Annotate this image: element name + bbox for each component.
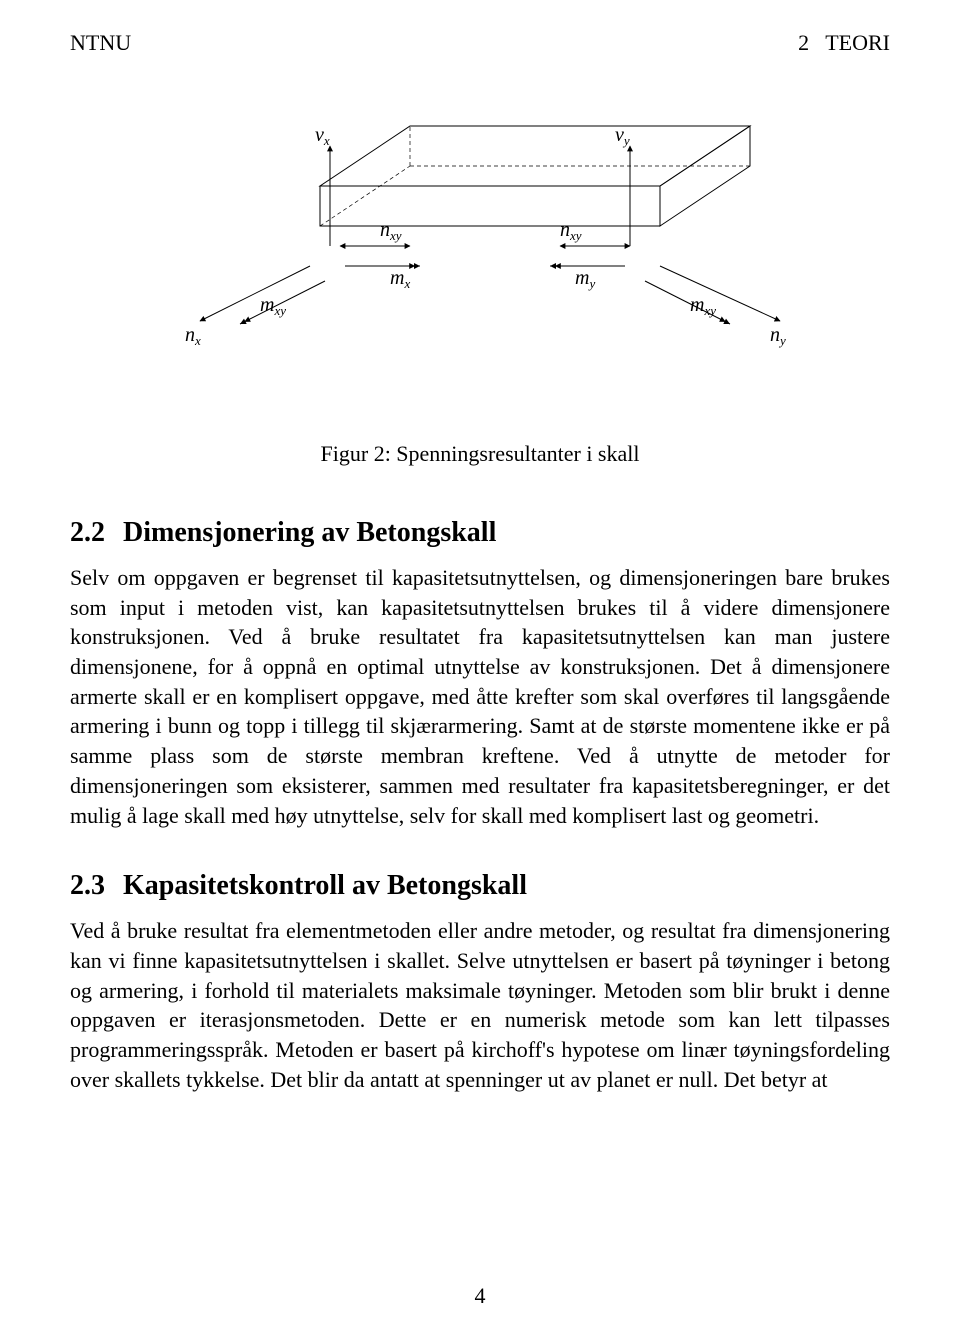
shell-diagram: vx nx mxy nxy mx vy ny mxy bbox=[130, 86, 830, 416]
section-2-2-body: Selv om oppgaven er begrenset til kapasi… bbox=[70, 563, 890, 830]
svg-text:nxy: nxy bbox=[560, 219, 582, 243]
svg-text:vx: vx bbox=[315, 124, 330, 148]
svg-text:my: my bbox=[575, 267, 595, 291]
header-left: NTNU bbox=[70, 30, 131, 56]
section-2-2-heading: 2.2 Dimensjonering av Betongskall bbox=[70, 517, 890, 549]
section-2-3-body: Ved å bruke resultat fra elementmetoden … bbox=[70, 916, 890, 1094]
figure-2: vx nx mxy nxy mx vy ny mxy bbox=[70, 86, 890, 421]
page-number: 4 bbox=[0, 1283, 960, 1309]
svg-text:mxy: mxy bbox=[260, 294, 286, 318]
section-2-3-heading: 2.3 Kapasitetskontroll av Betongskall bbox=[70, 870, 890, 902]
svg-text:mx: mx bbox=[390, 267, 410, 291]
svg-text:ny: ny bbox=[770, 324, 786, 348]
section-title: Kapasitetskontroll av Betongskall bbox=[123, 870, 527, 901]
svg-text:nxy: nxy bbox=[380, 219, 402, 243]
section-number: 2.2 bbox=[70, 517, 105, 548]
page: NTNU 2 TEORI bbox=[0, 0, 960, 1339]
page-header: NTNU 2 TEORI bbox=[70, 30, 890, 56]
section-title: Dimensjonering av Betongskall bbox=[123, 517, 496, 548]
svg-text:vy: vy bbox=[615, 124, 630, 148]
svg-text:mxy: mxy bbox=[690, 294, 716, 318]
figure-caption: Figur 2: Spenningsresultanter i skall bbox=[70, 441, 890, 467]
header-right: 2 TEORI bbox=[798, 30, 890, 56]
section-number: 2.3 bbox=[70, 870, 105, 901]
svg-text:nx: nx bbox=[185, 324, 201, 348]
